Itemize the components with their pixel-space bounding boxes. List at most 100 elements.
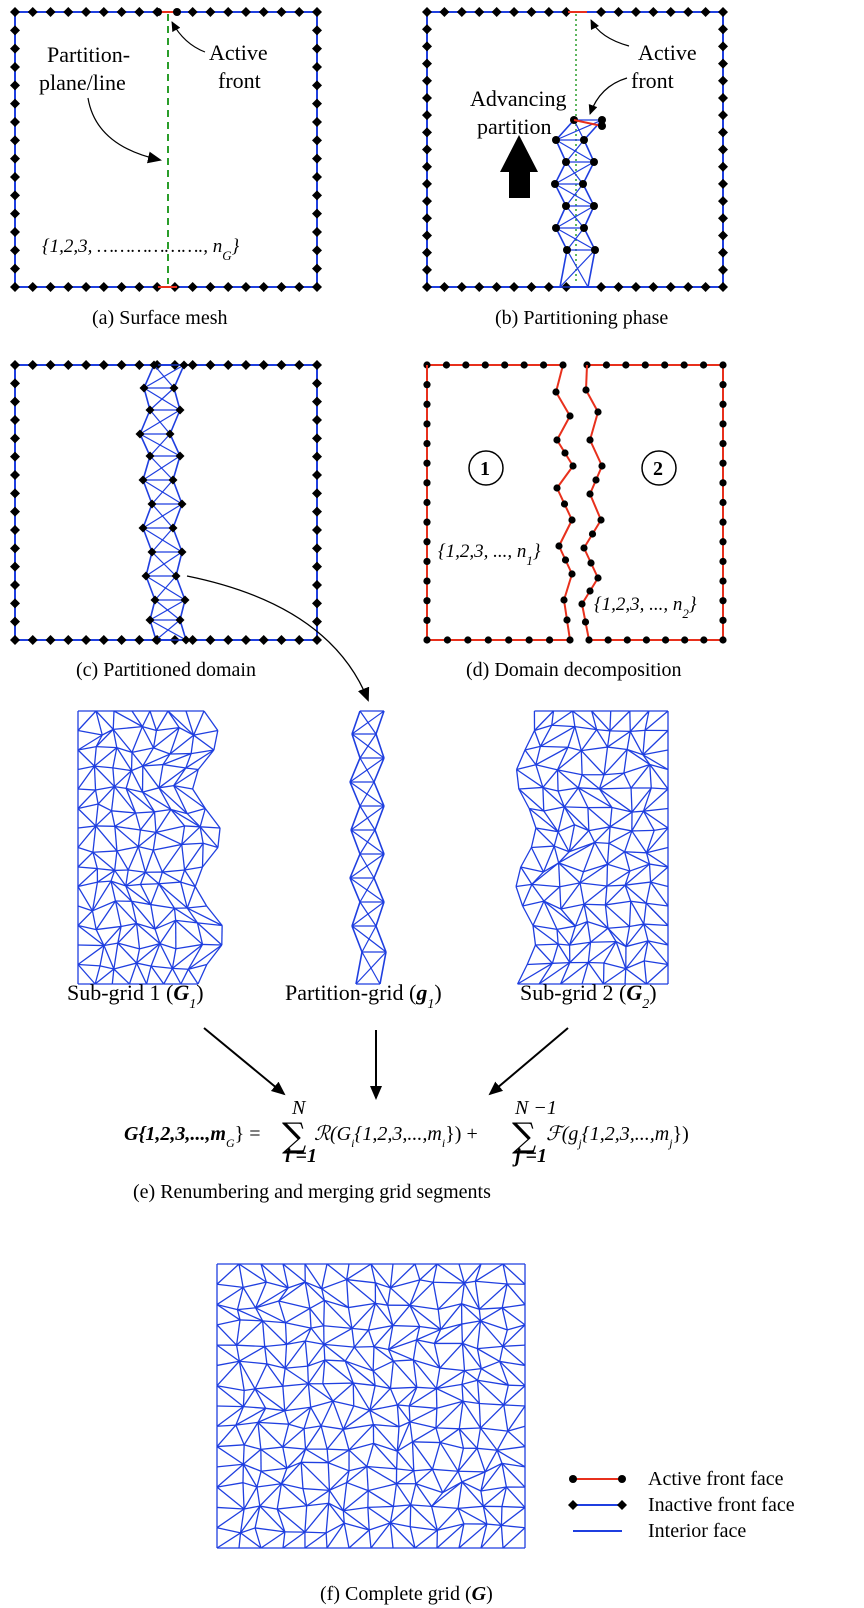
active-node bbox=[594, 574, 601, 581]
mesh-edge bbox=[132, 752, 143, 766]
strip-edge bbox=[173, 504, 182, 528]
active-node bbox=[423, 519, 430, 526]
mesh-edge bbox=[373, 1361, 393, 1371]
inactive-node bbox=[276, 360, 286, 370]
inactive-node bbox=[134, 635, 144, 645]
mesh-edge bbox=[195, 887, 206, 907]
active-node bbox=[551, 180, 559, 188]
mesh-edge bbox=[78, 911, 92, 926]
mesh-edge bbox=[156, 832, 182, 844]
active-node bbox=[580, 544, 587, 551]
mesh-edge bbox=[78, 789, 96, 790]
mesh-edge bbox=[326, 1503, 329, 1533]
mesh-edge bbox=[352, 1328, 354, 1347]
mesh-edge bbox=[462, 1384, 463, 1401]
mesh-edge bbox=[462, 1384, 479, 1403]
mesh-edge bbox=[217, 1284, 243, 1287]
active-node bbox=[563, 616, 570, 623]
mesh-edge bbox=[573, 711, 575, 727]
mesh-edge bbox=[237, 1310, 262, 1321]
arrow-to-top-front bbox=[591, 20, 629, 46]
mesh-edge bbox=[117, 847, 138, 851]
mesh-edge bbox=[536, 765, 558, 770]
mesh-edge bbox=[521, 848, 532, 868]
mesh-edge bbox=[588, 808, 589, 831]
mesh-edge bbox=[503, 1528, 525, 1548]
active-node bbox=[585, 636, 592, 643]
mesh-edge bbox=[237, 1345, 265, 1346]
inactive-node bbox=[474, 7, 484, 17]
active-node bbox=[582, 386, 589, 393]
mesh-edge bbox=[368, 1507, 369, 1530]
inactive-node bbox=[241, 282, 251, 292]
active-node bbox=[598, 462, 605, 469]
active-node bbox=[562, 556, 569, 563]
strip-interior-edge bbox=[566, 184, 583, 206]
mesh-edge bbox=[390, 1264, 393, 1288]
mesh-edge bbox=[94, 766, 114, 786]
mesh-edge bbox=[410, 1282, 433, 1305]
strip-interior-edge bbox=[360, 734, 376, 758]
mesh-edge bbox=[288, 1282, 305, 1288]
inactive-node bbox=[46, 282, 56, 292]
mesh-edge bbox=[324, 1300, 325, 1325]
inactive-node bbox=[117, 282, 127, 292]
active-front-edge bbox=[557, 466, 573, 488]
mesh-edge bbox=[465, 1371, 478, 1381]
mesh-edge bbox=[327, 1449, 328, 1463]
advancing-label-line1: Advancing bbox=[470, 86, 567, 111]
mesh-edge bbox=[285, 1344, 286, 1368]
mesh-edge bbox=[500, 1346, 503, 1361]
mesh-edge bbox=[643, 730, 645, 754]
mesh-edge bbox=[78, 848, 93, 853]
mesh-edge bbox=[324, 1328, 352, 1344]
legend-inactive-front-face: Inactive front face bbox=[568, 1494, 795, 1516]
inactive-node bbox=[422, 93, 432, 103]
mesh-edge bbox=[343, 1429, 349, 1450]
inactive-node bbox=[46, 360, 56, 370]
mesh-edge bbox=[462, 1482, 483, 1506]
mesh-edge bbox=[390, 1288, 409, 1306]
mesh-edge bbox=[258, 1422, 261, 1449]
inactive-node bbox=[134, 360, 144, 370]
inactive-node bbox=[178, 548, 187, 557]
mesh-edge bbox=[159, 872, 163, 884]
mesh-edge bbox=[527, 963, 552, 964]
mesh-edge bbox=[244, 1445, 261, 1450]
mesh-edge bbox=[185, 826, 201, 827]
mesh-edge bbox=[557, 926, 575, 929]
mesh-edge bbox=[624, 773, 631, 788]
mesh-edge bbox=[137, 923, 140, 948]
active-node bbox=[719, 460, 726, 467]
mesh-edge bbox=[285, 1366, 308, 1368]
inactive-node bbox=[99, 7, 109, 17]
sub-grid-2-mesh bbox=[516, 711, 668, 984]
strip-interior-edge bbox=[360, 782, 374, 806]
mesh-edge bbox=[591, 942, 617, 943]
active-node bbox=[719, 558, 726, 565]
mesh-edge bbox=[193, 789, 206, 809]
mesh-edge bbox=[308, 1366, 309, 1384]
inactive-node bbox=[117, 360, 127, 370]
mesh-edge bbox=[544, 887, 560, 901]
inactive-node bbox=[63, 282, 73, 292]
panel-c-boundary bbox=[10, 360, 322, 645]
mesh-edge bbox=[329, 1503, 345, 1523]
mesh-edge bbox=[411, 1505, 432, 1507]
active-node bbox=[586, 436, 593, 443]
mesh-edge bbox=[347, 1264, 349, 1280]
inactive-node bbox=[139, 524, 148, 533]
inactive-node bbox=[312, 378, 322, 388]
mesh-edge bbox=[155, 809, 171, 811]
mesh-edge bbox=[237, 1308, 255, 1310]
inactive-node bbox=[81, 282, 91, 292]
active-node bbox=[552, 388, 559, 395]
mesh-edge bbox=[580, 883, 584, 904]
active-front-label-line1: Active bbox=[638, 40, 697, 65]
inactive-node bbox=[10, 507, 20, 517]
inactive-node bbox=[312, 397, 322, 407]
mesh-edge bbox=[243, 1445, 244, 1464]
mesh-edge bbox=[561, 909, 576, 926]
mesh-edge bbox=[96, 826, 117, 851]
mesh-edge bbox=[181, 870, 185, 882]
